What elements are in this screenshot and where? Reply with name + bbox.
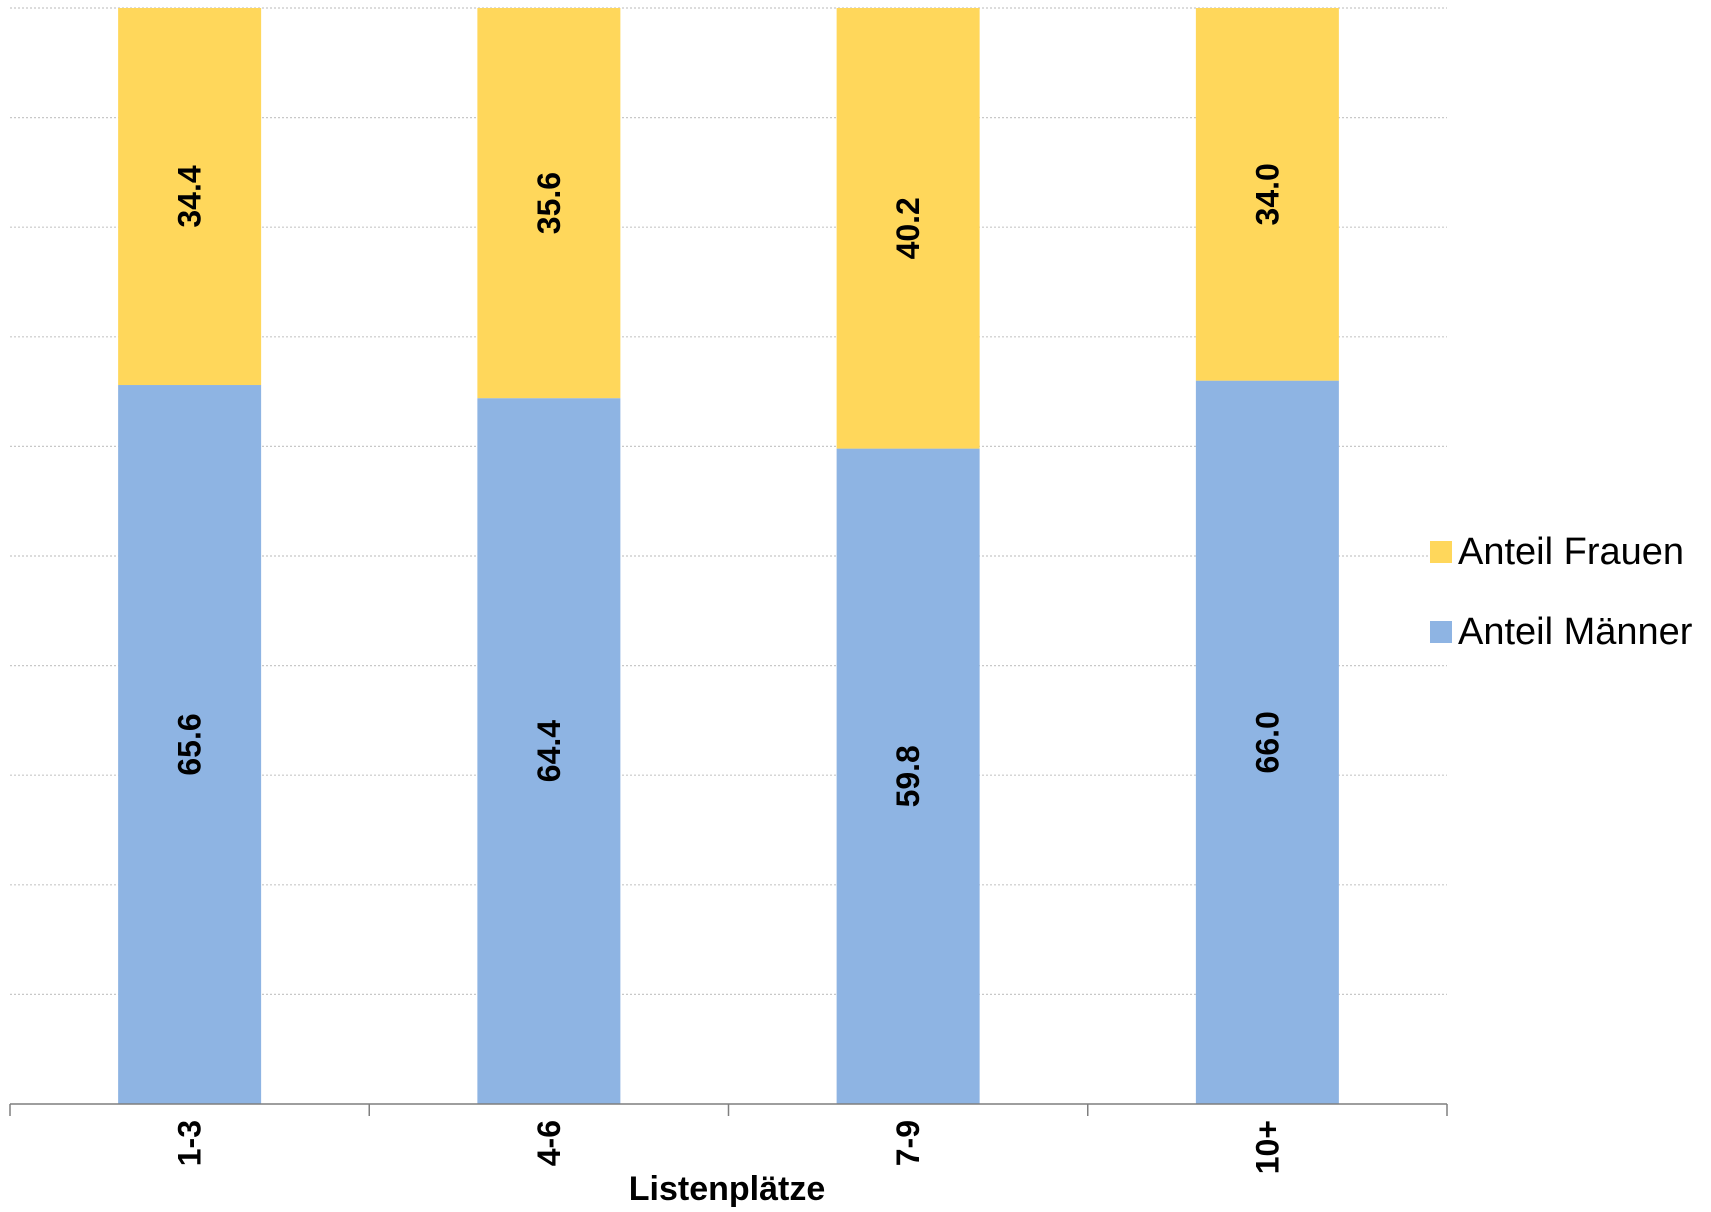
data-label-anteil-m-nner-1: 65.6 — [172, 713, 208, 775]
data-label-anteil-m-nner-4: 66.0 — [1249, 711, 1285, 773]
data-label-anteil-frauen-2: 35.6 — [531, 172, 567, 234]
legend: Anteil Frauen Anteil Männer — [1430, 531, 1693, 653]
legend-label-anteil-m-nner: Anteil Männer — [1458, 611, 1693, 653]
data-label-anteil-frauen-4: 34.0 — [1249, 163, 1285, 225]
x-tick-label-1: 1-3 — [172, 1120, 208, 1166]
data-label-anteil-frauen-1: 34.4 — [172, 165, 208, 227]
bar-segment-anteil-frauen-4 — [1195, 8, 1339, 381]
x-axis-label: Listenplätze — [629, 1170, 825, 1208]
bar-segment-anteil-m-nner-2 — [477, 398, 621, 1104]
data-label-anteil-m-nner-3: 59.8 — [890, 745, 926, 807]
bar-segment-anteil-frauen-1 — [118, 8, 262, 386]
x-tick-label-2: 4-6 — [531, 1120, 567, 1166]
data-label-anteil-frauen-3: 40.2 — [890, 197, 926, 259]
legend-swatch-anteil-frauen — [1430, 541, 1452, 563]
legend-swatch-anteil-m-nner — [1430, 621, 1452, 643]
bar-segment-anteil-m-nner-1 — [118, 385, 262, 1104]
x-tick-label-4: 10+ — [1249, 1120, 1285, 1174]
bar-segment-anteil-m-nner-4 — [1195, 380, 1339, 1104]
legend-label-anteil-frauen: Anteil Frauen — [1458, 531, 1684, 573]
bar-segment-anteil-frauen-2 — [477, 8, 621, 399]
data-label-anteil-m-nner-2: 64.4 — [531, 720, 567, 782]
bar-segment-anteil-m-nner-3 — [836, 448, 980, 1104]
bar-segment-anteil-frauen-3 — [836, 8, 980, 449]
x-tick-label-3: 7-9 — [890, 1120, 926, 1166]
bars: 65.6 34.4 64.4 35.6 59.8 40.2 66.0 34.0 — [118, 8, 1339, 1104]
x-axis: 1-3 4-6 7-9 10+ — [9, 1103, 1448, 1174]
